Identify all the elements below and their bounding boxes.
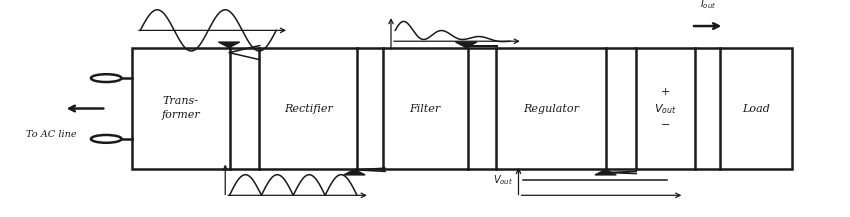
Text: $V_{out}$: $V_{out}$ <box>492 173 513 187</box>
Polygon shape <box>595 169 616 175</box>
Text: Load: Load <box>742 104 770 113</box>
Text: Rectifier: Rectifier <box>284 104 332 113</box>
Polygon shape <box>218 42 240 48</box>
Polygon shape <box>456 42 477 48</box>
Bar <box>496 48 606 169</box>
Text: To AC line: To AC line <box>26 130 76 139</box>
Text: Trans-
former: Trans- former <box>162 97 200 120</box>
Text: $I_{out}$: $I_{out}$ <box>700 0 716 11</box>
Bar <box>132 48 230 169</box>
Polygon shape <box>343 169 365 175</box>
Bar <box>720 48 792 169</box>
Bar <box>636 48 695 169</box>
Bar <box>382 48 468 169</box>
Text: Regulator: Regulator <box>523 104 579 113</box>
Text: +
$V_{out}$
−: + $V_{out}$ − <box>654 87 677 130</box>
Bar <box>259 48 357 169</box>
Text: Filter: Filter <box>410 104 440 113</box>
